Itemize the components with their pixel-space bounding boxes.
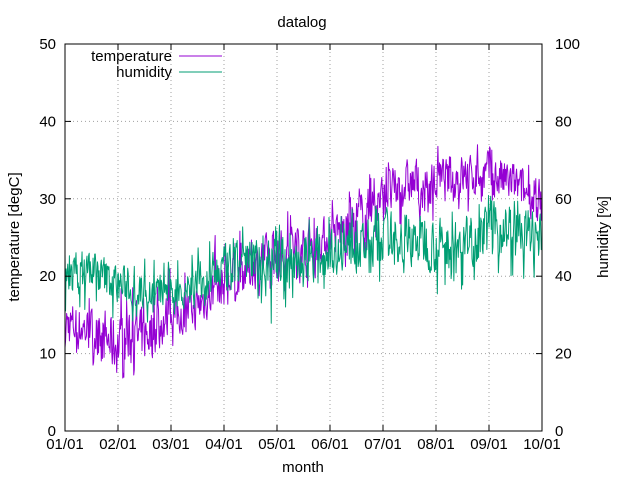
x-tick-label: 04/01 (205, 436, 243, 453)
axes-layer: 01/01 02/01 03/01 04/01 05/01 06/01 07/01 08/01… (39, 36, 580, 453)
legend-label-temperature: temperature (91, 48, 172, 65)
y2-tick-label: 60 (555, 191, 572, 208)
y-axis-title: temperature [degC] (6, 172, 23, 301)
x-tick-label: 01/01 (46, 436, 84, 453)
x-axis-title: month (282, 459, 324, 476)
y2-tick-label: 20 (555, 346, 572, 363)
y2-tick-label: 100 (555, 36, 580, 53)
x-tick-label: 03/01 (152, 436, 190, 453)
plot-frame (64, 43, 543, 432)
series-layer (64, 144, 543, 379)
y-tick-label: 40 (39, 113, 56, 130)
y-tick-label: 10 (39, 346, 56, 363)
series-line-humidity (64, 195, 543, 324)
x-tick-label: 02/01 (99, 436, 137, 453)
y2-axis-title: humidity [%] (595, 196, 612, 278)
y-tick-label: 30 (39, 191, 56, 208)
x-tick-label: 08/01 (417, 436, 455, 453)
y2-tick-label: 0 (555, 423, 563, 440)
y2-tick-label: 40 (555, 268, 572, 285)
y-tick-label: 0 (48, 423, 56, 440)
x-tick-label: 06/01 (311, 436, 349, 453)
y-tick-label: 50 (39, 36, 56, 53)
chart-title: datalog (277, 14, 326, 31)
legend: temperature humidity (91, 48, 222, 81)
x-tick-label: 09/01 (470, 436, 508, 453)
y-tick-label: 20 (39, 268, 56, 285)
legend-label-humidity: humidity (116, 64, 172, 81)
x-tick-label: 05/01 (258, 436, 296, 453)
series-line-temperature (64, 144, 543, 379)
y2-tick-label: 80 (555, 113, 572, 130)
x-tick-label: 07/01 (364, 436, 402, 453)
x-tick-label: 10/01 (523, 436, 561, 453)
grid-layer (65, 44, 542, 431)
